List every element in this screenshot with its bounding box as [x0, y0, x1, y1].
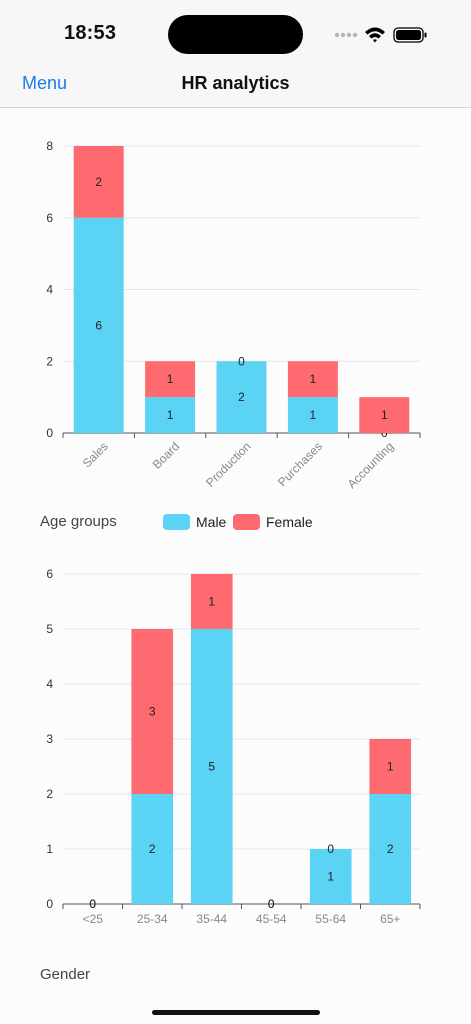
y-tick-label: 2: [46, 787, 53, 801]
legend-label-female: Female: [266, 514, 313, 530]
y-tick-label: 0: [46, 426, 53, 440]
status-icons: [334, 27, 427, 43]
wifi-icon: [365, 27, 385, 43]
data-label: 0: [89, 897, 96, 911]
data-label: 1: [310, 408, 317, 422]
data-label: 0: [327, 842, 334, 856]
data-label: 1: [310, 372, 317, 386]
x-tick-label: 65+: [380, 912, 400, 926]
data-label: 0: [268, 897, 275, 911]
data-label: 6: [95, 318, 102, 332]
y-tick-label: 5: [46, 622, 53, 636]
y-tick-label: 2: [46, 354, 53, 368]
department-chart-svg: 0 2 4 6 8 6 2 Sales 1 1 Board 2 0 Production 1 1 Purchas…: [46, 139, 421, 491]
legend-swatch-female: [233, 514, 260, 530]
bar-male-35-44: [190, 629, 233, 904]
bar-male-board: [145, 397, 196, 433]
home-indicator: [152, 1010, 320, 1015]
y-tick-label: 4: [46, 283, 53, 297]
x-tick-label: <25: [83, 912, 104, 926]
bar-female-purchases: [287, 361, 338, 398]
cellular-signal-icon: [334, 32, 358, 38]
x-tick-label: Sales: [80, 439, 111, 470]
x-tick-label: Purchases: [275, 439, 325, 489]
dynamic-island: [168, 15, 303, 54]
y-tick-label: 6: [46, 567, 53, 581]
bar-female-65: [369, 739, 412, 794]
bar-male-purchases: [287, 397, 338, 433]
data-label: 2: [95, 175, 102, 189]
data-label: 1: [167, 372, 174, 386]
data-label: 1: [387, 760, 394, 774]
x-tick-label: 55-64: [315, 912, 346, 926]
x-tick-label: 35-44: [196, 912, 227, 926]
legend-title: Age groups: [40, 513, 117, 530]
data-label: 0: [238, 354, 245, 368]
data-label: 0: [89, 897, 96, 911]
data-label: 0: [268, 897, 275, 911]
y-tick-label: 0: [46, 897, 53, 911]
bar-female-25-34: [131, 629, 174, 794]
status-time: 18:53: [64, 22, 117, 44]
data-label: 2: [387, 842, 394, 856]
page-title: HR analytics: [181, 73, 290, 93]
battery-icon: [393, 27, 427, 43]
data-label: 3: [149, 705, 156, 719]
navigation-bar: Menu HR analytics: [0, 70, 471, 108]
age-groups-legend: Age groups Male Female: [0, 510, 471, 536]
x-tick-label: Board: [150, 439, 183, 472]
data-label: 2: [149, 842, 156, 856]
data-label: 5: [208, 760, 215, 774]
legend-label-male: Male: [196, 514, 227, 530]
department-gender-chart: 0 2 4 6 8 6 2 Sales 1 1 Board 2 0 Production 1 1 Purchas…: [0, 130, 471, 510]
y-tick-label: 1: [46, 842, 53, 856]
gender-section-title: Gender: [40, 966, 91, 983]
y-tick-label: 6: [46, 211, 53, 225]
x-tick-label: Production: [203, 439, 253, 489]
bar-female-sales: [73, 146, 124, 218]
menu-button[interactable]: Menu: [22, 73, 68, 93]
bar-female-35-44: [190, 574, 233, 629]
age-groups-chart: 0 1 2 3 4 5 6 0 0 <25 2 3 25-34 5 1 35-44 0 0 45-54 1 0 55-64…: [0, 560, 471, 940]
y-tick-label: 4: [46, 677, 53, 691]
data-label: 1: [381, 408, 388, 422]
data-label: 1: [327, 870, 334, 884]
data-label: 2: [238, 390, 245, 404]
x-tick-label: 45-54: [256, 912, 287, 926]
age-chart-svg: 012345600<252325-345135-440045-541055-64…: [46, 567, 421, 926]
bar-male-sales: [73, 217, 124, 433]
status-bar: 18:53: [0, 0, 471, 70]
y-tick-label: 3: [46, 732, 53, 746]
bar-male-production: [216, 361, 267, 433]
bar-male-65: [369, 794, 412, 904]
x-tick-label: Accounting: [345, 439, 397, 491]
x-tick-label: 25-34: [137, 912, 168, 926]
data-label: 1: [167, 408, 174, 422]
y-tick-label: 8: [46, 139, 53, 153]
data-label: 1: [208, 595, 215, 609]
bar-male-25-34: [131, 794, 174, 904]
bar-male-55-64: [309, 849, 352, 904]
legend-swatch-male: [163, 514, 190, 530]
bar-female-board: [145, 361, 196, 398]
bar-female-accounting: [359, 397, 410, 433]
